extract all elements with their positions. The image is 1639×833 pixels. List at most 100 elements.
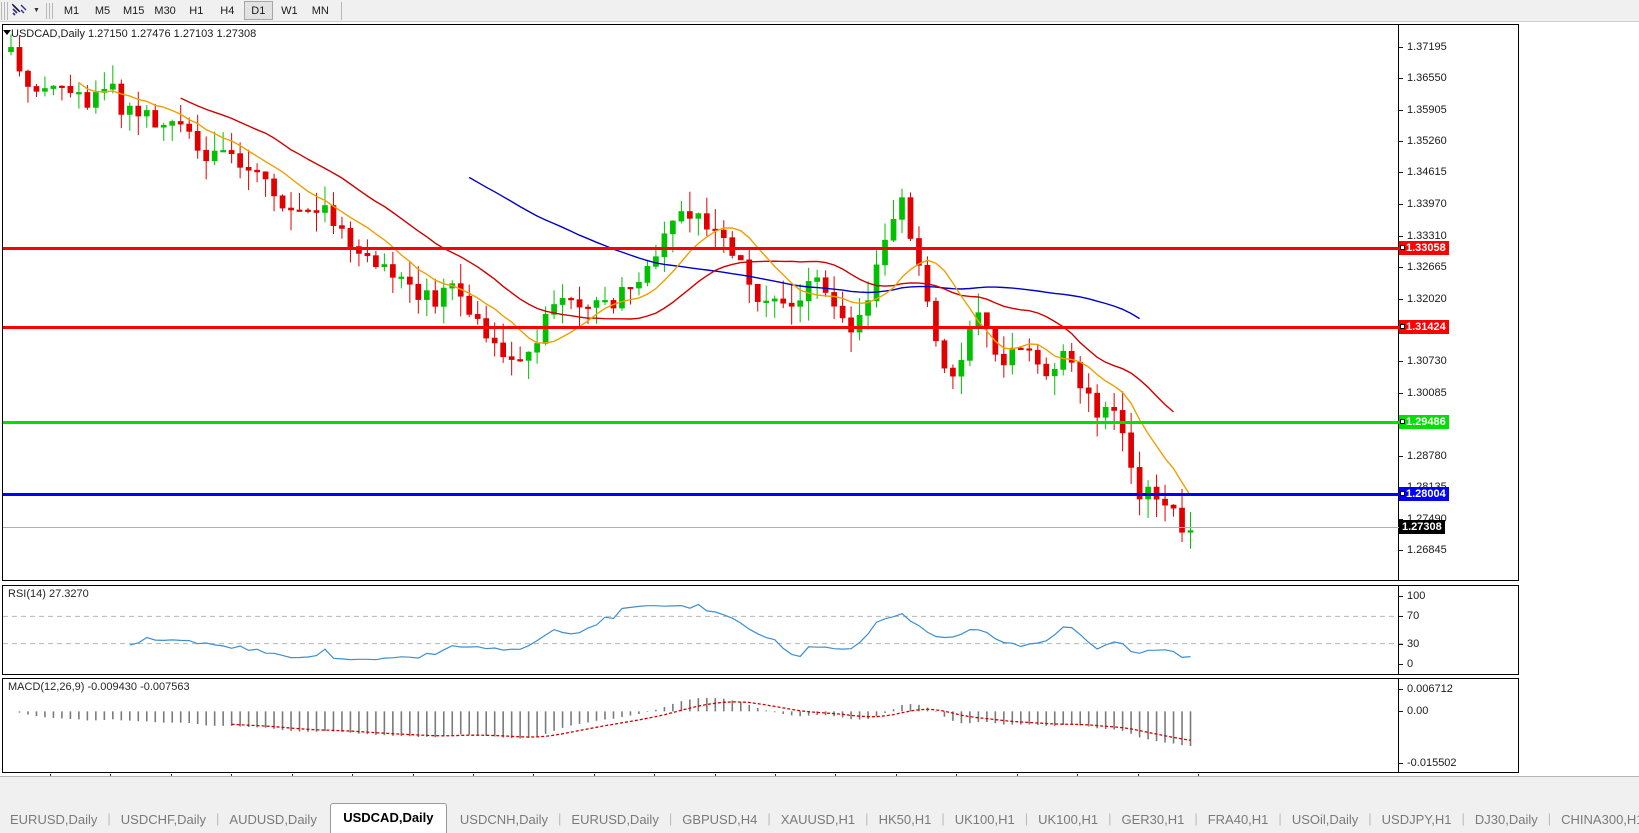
chart-symbol-label: USDCAD,Daily 1.27150 1.27476 1.27103 1.2… xyxy=(11,28,257,40)
crosshair-cursor-icon[interactable] xyxy=(10,1,30,21)
chart-tab-eurusd-daily[interactable]: EURUSD,Daily xyxy=(10,812,98,827)
price-level-tag[interactable]: 1.27308 xyxy=(1399,520,1445,535)
tab-divider: | xyxy=(107,811,111,826)
macd-indicator-pane[interactable]: MACD(12,26,9) -0.009430 -0.007563 0.0067… xyxy=(2,678,1519,773)
support-line-129486[interactable] xyxy=(3,420,1400,424)
rsi-line xyxy=(129,603,1191,661)
date-tick-mark xyxy=(231,774,233,777)
chart-tab-usoil-daily[interactable]: USOil,Daily xyxy=(1291,812,1359,827)
chevron-down-icon[interactable]: ▼ xyxy=(33,7,40,14)
rsi-scale[interactable]: 100 70 30 0 xyxy=(1398,586,1518,674)
price-tick-mark xyxy=(1399,47,1403,48)
chart-tab-bar: EURUSD,Daily | USDCHF,Daily | AUDUSD,Daily | U… xyxy=(0,776,1639,833)
date-tick-mark xyxy=(412,774,414,777)
support-line-128004[interactable] xyxy=(3,492,1400,496)
chart-tab-dj30-daily[interactable]: DJ30,Daily xyxy=(1474,812,1538,827)
price-level-tag[interactable]: 1.29486 xyxy=(1399,414,1449,429)
ma-orange-line xyxy=(78,81,1192,497)
chart-tab-usdjpy-h1[interactable]: USDJPY,H1 xyxy=(1381,812,1452,827)
rsi-tick-mark xyxy=(1399,643,1403,645)
price-tick-mark xyxy=(1399,172,1403,174)
chart-tab-usdcnh-daily[interactable]: USDCNH,Daily xyxy=(459,812,549,827)
price-level-tag[interactable]: 1.33058 xyxy=(1399,241,1449,256)
timeframe-button-m15[interactable]: M15 xyxy=(123,5,145,17)
date-tick-mark xyxy=(775,774,777,777)
rsi-label: RSI(14) 27.3270 xyxy=(8,588,89,600)
resistance-line-131424[interactable] xyxy=(3,326,1400,330)
rsi-indicator-pane[interactable]: RSI(14) 27.3270 100 70 30 0 xyxy=(2,585,1519,675)
timeframe-button-h4[interactable]: H4 xyxy=(220,5,235,17)
line-drag-handle[interactable] xyxy=(1400,490,1405,496)
rsi-tick-mark xyxy=(1399,664,1403,665)
chart-tab-china300-h1[interactable]: CHINA300,H1 xyxy=(1561,812,1639,827)
line-drag-handle[interactable] xyxy=(1400,324,1405,330)
date-tick-mark xyxy=(835,774,837,777)
macd-scale[interactable]: 0.006712 0.00 -0.015502 xyxy=(1398,679,1518,772)
price-tick-label: 1.35260 xyxy=(1407,135,1447,148)
rsi-tick-label: 30 xyxy=(1407,637,1420,650)
chart-tab-eurusd-daily[interactable]: EURUSD,Daily xyxy=(571,812,659,827)
price-level-value: 1.31424 xyxy=(1406,321,1446,334)
macd-signal-line xyxy=(231,701,1191,741)
chart-tab-usdchf-daily[interactable]: USDCHF,Daily xyxy=(120,812,207,827)
timeframe-button-d1[interactable]: D1 xyxy=(243,1,273,20)
chart-tab-gbpusd-h4[interactable]: GBPUSD,H4 xyxy=(682,812,758,827)
price-level-tag[interactable]: 1.31424 xyxy=(1399,320,1449,335)
chart-tab-uk100-h1[interactable]: UK100,H1 xyxy=(954,812,1015,827)
price-tick-mark xyxy=(1399,141,1403,143)
toolbar-end-separator xyxy=(340,1,342,20)
chart-tab-ger30-h1[interactable]: GER30,H1 xyxy=(1121,812,1185,827)
tab-divider: | xyxy=(941,811,945,826)
price-tick-label: 1.37195 xyxy=(1407,41,1447,53)
line-drag-handle[interactable] xyxy=(1400,418,1405,424)
price-tick-mark xyxy=(1399,550,1403,551)
price-tick-label: 1.30085 xyxy=(1407,386,1447,399)
price-tick-label: 1.26845 xyxy=(1407,544,1447,556)
date-tick-mark xyxy=(50,774,51,777)
chart-tab-usdcad-daily[interactable]: USDCAD,Daily xyxy=(330,803,447,833)
macd-tick-mark xyxy=(1399,763,1403,764)
date-tick-mark xyxy=(472,774,474,777)
price-tick-mark xyxy=(1399,518,1403,520)
chart-tab-xauusd-h1[interactable]: XAUUSD,H1 xyxy=(780,812,856,827)
timeframe-button-h1[interactable]: H1 xyxy=(189,5,204,17)
chart-tab-hk50-h1[interactable]: HK50,H1 xyxy=(878,812,932,827)
toolbar-grip[interactable] xyxy=(1,1,10,20)
rsi-tick-label: 70 xyxy=(1407,610,1420,623)
price-level-value: 1.33058 xyxy=(1406,242,1446,255)
macd-tick-mark xyxy=(1399,711,1403,713)
date-tick-mark xyxy=(291,774,293,777)
line-drag-handle[interactable] xyxy=(1400,245,1405,251)
chart-tab-uk100-h1[interactable]: UK100,H1 xyxy=(1038,812,1099,827)
timeframe-button-m5[interactable]: M5 xyxy=(94,5,111,17)
timeframe-button-mn[interactable]: MN xyxy=(311,5,329,17)
price-scale[interactable]: 1.37195 1.36550 1.35905 1.35260 1.34615 1.339… xyxy=(1398,25,1518,580)
resistance-line-133058[interactable] xyxy=(3,247,1400,251)
date-tick-mark xyxy=(654,774,656,777)
rsi-tick-mark xyxy=(1399,596,1403,597)
date-tick-mark xyxy=(593,774,595,777)
timeframe-button-m1[interactable]: M1 xyxy=(63,5,80,17)
chart-collapse-icon[interactable] xyxy=(3,30,11,35)
macd-tick-label: 0.00 xyxy=(1407,705,1429,718)
timeframe-button-m30[interactable]: M30 xyxy=(154,5,176,17)
price-tick-mark xyxy=(1399,392,1403,394)
macd-tick-label: 0.006712 xyxy=(1407,683,1453,695)
price-tick-label: 1.36550 xyxy=(1407,72,1447,85)
price-tick-mark xyxy=(1399,235,1403,237)
price-level-tag[interactable]: 1.28004 xyxy=(1399,486,1449,501)
date-tick-mark xyxy=(352,774,354,777)
price-tick-label: 1.34615 xyxy=(1407,166,1447,179)
price-tick-label: 1.30730 xyxy=(1407,355,1447,368)
chart-tab-audusd-daily[interactable]: AUDUSD,Daily xyxy=(229,812,317,827)
macd-axis-line xyxy=(1398,679,1399,772)
timeframe-toolbar: ▼ M1 M5 M15 M30 H1 H4 D1 W1 MN xyxy=(0,0,1639,22)
price-tick-mark xyxy=(1399,109,1403,111)
price-tick-label: 1.32020 xyxy=(1407,292,1447,305)
date-tick-mark xyxy=(714,774,716,777)
timeframe-button-w1[interactable]: W1 xyxy=(281,5,298,17)
tab-divider: | xyxy=(1278,811,1282,826)
chart-tab-fra40-h1[interactable]: FRA40,H1 xyxy=(1207,812,1269,827)
price-chart-pane[interactable]: USDCAD,Daily 1.27150 1.27476 1.27103 1.2… xyxy=(2,24,1519,581)
chart-area[interactable]: USDCAD,Daily 1.27150 1.27476 1.27103 1.2… xyxy=(0,23,1639,796)
